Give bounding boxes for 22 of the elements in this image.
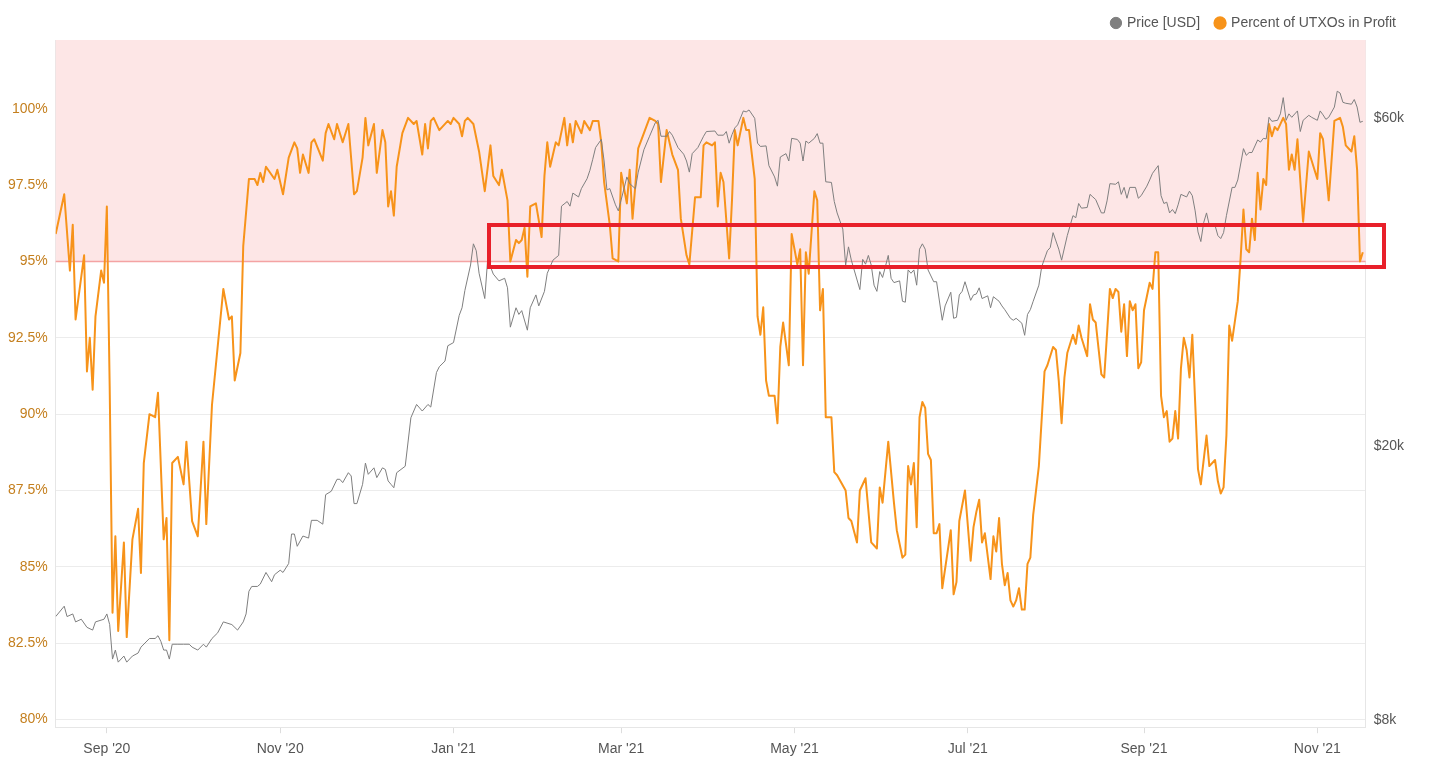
- y-tick-label: 95%: [19, 252, 48, 269]
- y2-tick-label: $20k: [1373, 437, 1405, 454]
- x-tick-label: Nov '21: [1293, 740, 1342, 757]
- y-tick-label: 92.5%: [7, 328, 48, 345]
- y2-tick-label: $8k: [1373, 710, 1398, 727]
- y-tick-label: 80%: [19, 710, 48, 727]
- y-tick-label: 85%: [19, 557, 48, 574]
- y-tick-label: 97.5%: [7, 175, 48, 192]
- y2-tick-label: $60k: [1373, 109, 1405, 126]
- x-tick-label: Nov '20: [256, 740, 304, 757]
- legend-label: Price [USD]: [1126, 13, 1201, 30]
- y-tick-label: 87.5%: [7, 481, 48, 498]
- x-tick-label: May '21: [770, 740, 819, 757]
- x-tick-label: Sep '20: [83, 740, 131, 757]
- y-tick-label: 90%: [19, 405, 48, 421]
- x-tick-label: Jan '21: [431, 740, 477, 757]
- x-tick-label: Sep '21: [1120, 740, 1168, 757]
- y-tick-label: 82.5%: [7, 634, 48, 651]
- y-tick-label: 100%: [11, 99, 48, 116]
- x-tick-label: Jul '21: [947, 740, 989, 757]
- x-tick-label: Mar '21: [598, 740, 645, 757]
- legend-label: Percent of UTXOs in Profit: [1231, 13, 1397, 30]
